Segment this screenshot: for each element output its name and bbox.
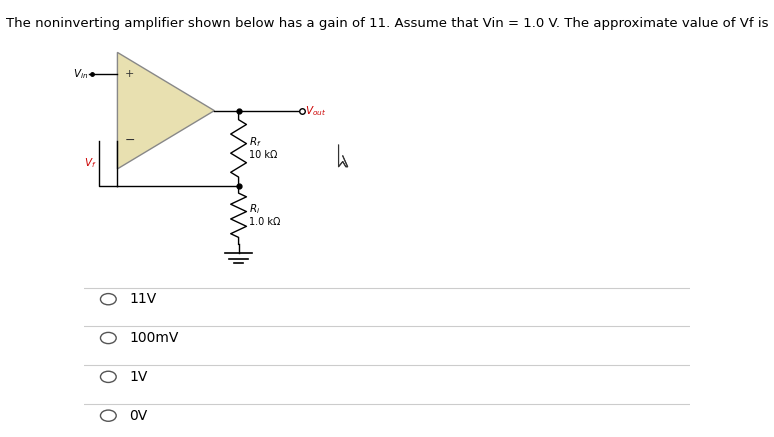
Circle shape	[101, 294, 116, 305]
Text: The noninverting amplifier shown below has a gain of 11. Assume that Vin = 1.0 V: The noninverting amplifier shown below h…	[5, 17, 769, 30]
Text: 1V: 1V	[129, 370, 148, 384]
Text: $V_f$: $V_f$	[84, 156, 96, 170]
Text: $R_i$: $R_i$	[249, 202, 261, 216]
Text: 0V: 0V	[129, 409, 148, 423]
Text: 11V: 11V	[129, 292, 157, 306]
Text: $V_{in}$: $V_{in}$	[73, 67, 87, 81]
Text: 10 kΩ: 10 kΩ	[249, 150, 278, 160]
Polygon shape	[338, 145, 348, 167]
Circle shape	[101, 333, 116, 343]
Text: $R_f$: $R_f$	[249, 135, 262, 149]
Text: 100mV: 100mV	[129, 331, 179, 345]
Text: 1.0 kΩ: 1.0 kΩ	[249, 217, 281, 227]
Circle shape	[101, 371, 116, 382]
Circle shape	[101, 410, 116, 421]
Text: −: −	[125, 134, 135, 147]
Polygon shape	[118, 52, 214, 169]
Text: $V_{out}$: $V_{out}$	[305, 104, 327, 118]
Text: +: +	[125, 69, 134, 79]
